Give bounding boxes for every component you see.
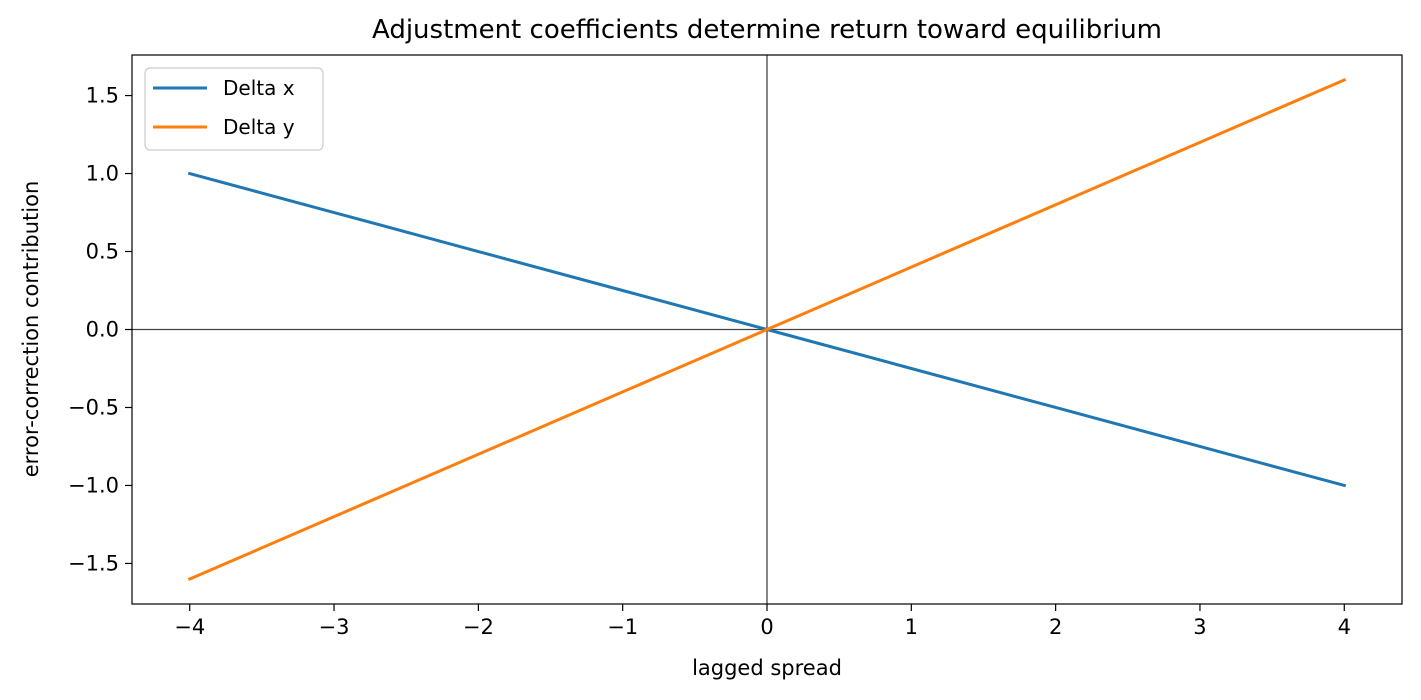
y-tick-label: −1.5 bbox=[68, 551, 119, 575]
x-tick-label: −4 bbox=[174, 615, 205, 639]
legend-label: Delta y bbox=[223, 115, 295, 139]
y-axis: −1.5 −1.0 −0.5 0.0 0.5 1.0 1.5 bbox=[68, 84, 132, 575]
x-tick-label: −3 bbox=[319, 615, 350, 639]
x-tick-label: −1 bbox=[607, 615, 638, 639]
y-tick-label: −1.0 bbox=[68, 473, 119, 497]
x-axis-label: lagged spread bbox=[692, 656, 842, 680]
x-tick-label: 3 bbox=[1193, 615, 1206, 639]
x-tick-label: −2 bbox=[463, 615, 494, 639]
x-tick-label: 0 bbox=[760, 615, 773, 639]
series-line bbox=[187, 77, 1347, 582]
legend: Delta x Delta y bbox=[144, 67, 324, 151]
chart-title: Adjustment coefficients determine return… bbox=[372, 15, 1162, 45]
legend-label: Delta x bbox=[223, 76, 295, 100]
x-tick-label: 2 bbox=[1049, 615, 1062, 639]
y-axis-label: error-correction contribution bbox=[19, 181, 43, 478]
y-tick-label: 1.5 bbox=[86, 84, 119, 108]
y-tick-label: −0.5 bbox=[68, 395, 119, 419]
y-tick-label: 1.0 bbox=[86, 162, 119, 186]
x-tick-label: 4 bbox=[1338, 615, 1351, 639]
y-tick-label: 0.0 bbox=[86, 318, 119, 342]
y-tick-label: 0.5 bbox=[86, 240, 119, 264]
x-tick-label: 1 bbox=[905, 615, 918, 639]
series-layer bbox=[187, 77, 1347, 582]
x-axis: −4 −3 −2 −1 0 1 2 3 4 bbox=[174, 604, 1351, 639]
